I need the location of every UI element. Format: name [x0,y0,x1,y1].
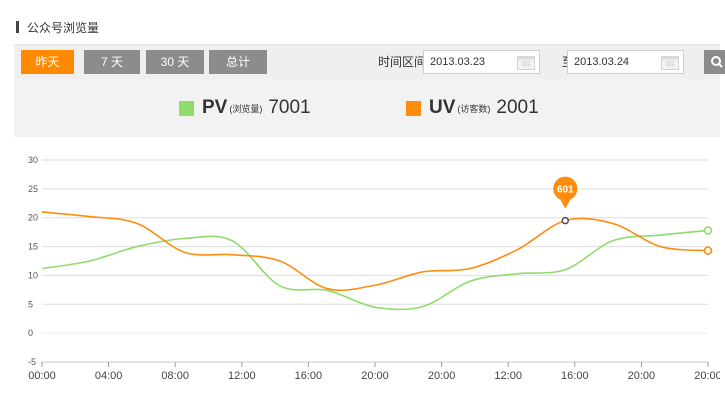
y-tick-label: -5 [28,357,36,367]
page-title: 公众号浏览量 [16,19,99,35]
page-title-text: 公众号浏览量 [27,20,100,35]
tooltip-label: 601 [557,185,574,196]
highlight-point [561,216,569,225]
search-icon [711,56,723,68]
x-tick-label: 20:00 [361,370,389,382]
y-tick-label: 15 [28,242,38,252]
start-date-value: 2013.03.23 [430,56,486,68]
legend-sub: (访客数) [457,103,491,114]
series-end-point-uv [703,246,713,255]
range-button-30-days[interactable]: 30 天 [146,50,204,74]
x-tick-label: 04:00 [95,370,123,382]
x-tick-label: 00:00 [28,370,56,382]
calendar-icon[interactable] [517,54,535,70]
date-range-label: 时间区间 [378,55,427,69]
filter-toolbar: 昨天 7 天 30 天 总计 时间区间 2013.03.23 至 2013.03… [14,44,725,80]
legend-sub: (浏览量) [229,103,263,114]
y-tick-label: 5 [28,299,33,309]
plot-background [42,158,708,364]
x-tick-label: 16:00 [295,370,323,382]
legend-swatch-uv [406,100,421,116]
range-button-7-days[interactable]: 7 天 [84,50,140,74]
x-tick-label: 20:00 [628,370,656,382]
end-date-value: 2013.03.24 [574,56,630,68]
legend-name: UV [429,97,456,118]
y-tick-label: 30 [28,155,38,165]
y-tick-label: 20 [28,213,38,223]
x-tick-label: 08:00 [161,370,189,382]
line-chart: 30 25 20 15 10 5 0 -5 00:00 04:00 08:00 12:00 16:00 2… [28,155,720,382]
legend-swatch-pv [179,100,194,116]
legend-item-pv: PV (浏览量) 7001 [179,97,311,119]
search-button[interactable] [704,50,725,74]
series-end-point-pv [703,226,713,235]
series-line-pv [41,229,709,311]
legend-name: PV [202,97,228,118]
x-tick-label: 12:00 [494,370,522,382]
x-tick-label: 20:00 [694,370,720,382]
x-tick-label: 16:00 [561,370,589,382]
chart-area: PV (浏览量) 7001 UV (访客数) 2001 30 25 20 15 10 5 0… [14,79,720,419]
calendar-icon[interactable] [661,54,679,70]
x-tick-label: 20:00 [428,370,456,382]
range-button-yesterday[interactable]: 昨天 [21,50,74,74]
end-date-field[interactable]: 2013.03.24 [567,50,684,74]
tooltip-bubble [553,176,578,209]
title-marker [16,21,19,33]
x-tick-label: 12:00 [228,370,256,382]
start-date-field[interactable]: 2013.03.23 [423,50,540,74]
legend-value: 2001 [496,97,539,118]
y-tick-label: 0 [28,328,33,338]
chart-legend: PV (浏览量) 7001 UV (访客数) 2001 [14,79,720,137]
y-tick-label: 25 [28,184,38,194]
y-tick-label: 10 [28,270,38,280]
legend-item-uv: UV (访客数) 2001 [406,97,539,119]
range-button-total[interactable]: 总计 [209,50,267,74]
series-line-uv [41,211,709,292]
legend-value: 7001 [268,97,311,118]
